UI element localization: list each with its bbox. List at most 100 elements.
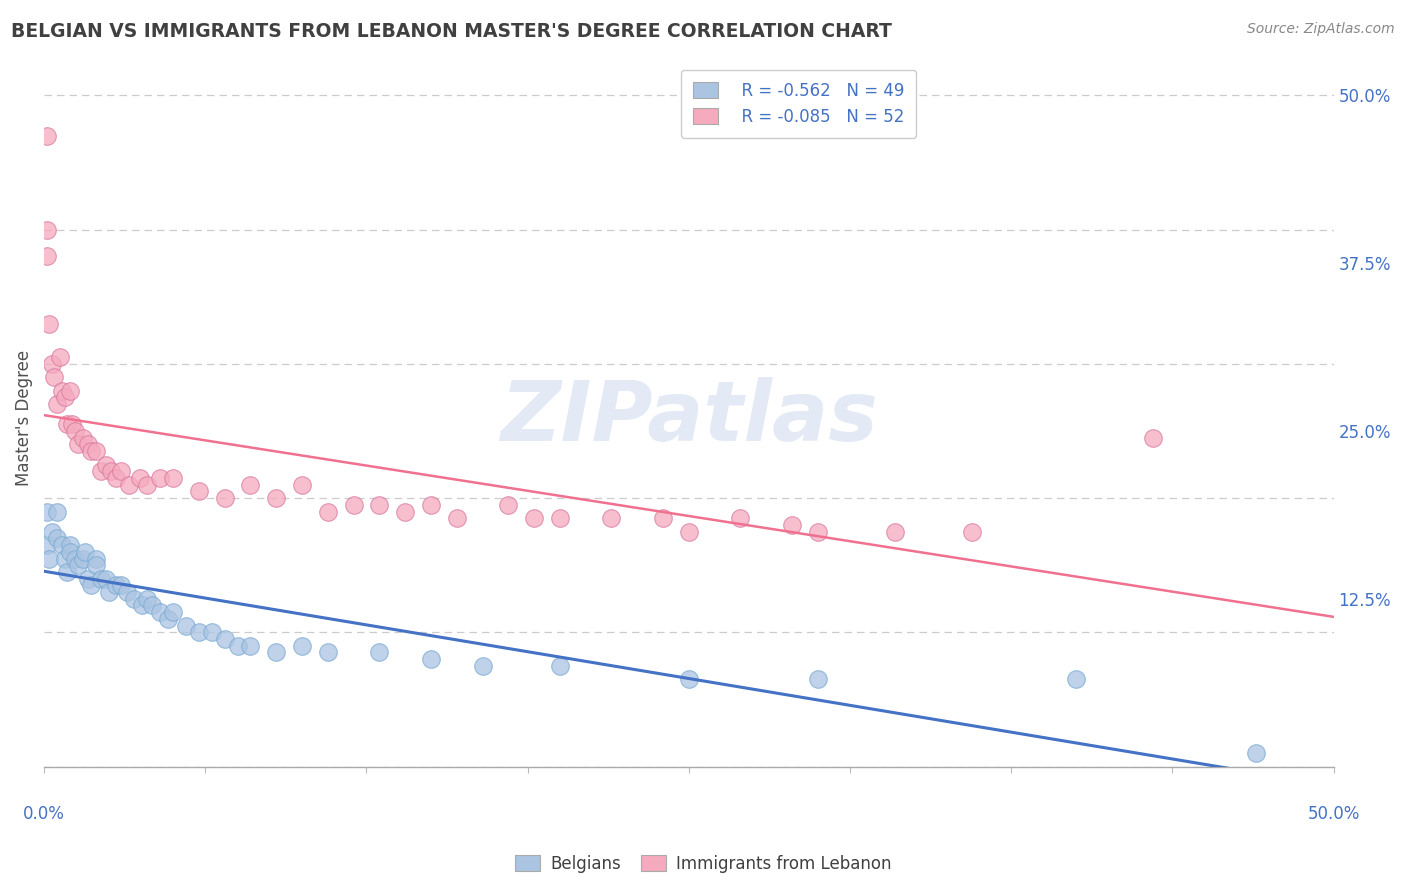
Point [51, 538, 73, 552]
Point [523, 511, 546, 525]
Point [136, 591, 159, 606]
Point [419, 498, 441, 512]
Point [368, 645, 391, 659]
Point [187, 484, 209, 499]
Point [44, 370, 66, 384]
Point [214, 491, 236, 505]
Point [35, 538, 58, 552]
Point [46, 504, 69, 518]
Point [1244, 746, 1267, 760]
Point [118, 477, 141, 491]
Point [97, 585, 120, 599]
Point [780, 518, 803, 533]
Point [77, 437, 100, 451]
Point [75, 545, 97, 559]
Point [56, 417, 79, 432]
Point [316, 645, 339, 659]
Point [730, 511, 752, 525]
Point [678, 524, 700, 539]
Point [63, 551, 86, 566]
Point [548, 511, 571, 525]
Point [84, 551, 107, 566]
Point [35, 504, 58, 518]
Point [77, 572, 100, 586]
Point [38, 551, 60, 566]
Point [124, 591, 146, 606]
Text: BELGIAN VS IMMIGRANTS FROM LEBANON MASTER'S DEGREE CORRELATION CHART: BELGIAN VS IMMIGRANTS FROM LEBANON MASTE… [11, 22, 893, 41]
Text: Source: ZipAtlas.com: Source: ZipAtlas.com [1247, 22, 1395, 37]
Point [63, 424, 86, 438]
Point [174, 618, 197, 632]
Point [141, 599, 163, 613]
Point [419, 652, 441, 666]
Point [149, 471, 172, 485]
Point [35, 128, 58, 143]
Point [226, 639, 249, 653]
Text: 50.0%: 50.0% [1308, 805, 1360, 823]
Point [59, 538, 82, 552]
Point [264, 491, 287, 505]
Legend: Belgians, Immigrants from Lebanon: Belgians, Immigrants from Lebanon [508, 848, 898, 880]
Point [807, 524, 830, 539]
Point [46, 532, 69, 546]
Point [807, 673, 830, 687]
Point [90, 464, 112, 478]
Point [291, 639, 314, 653]
Point [59, 384, 82, 398]
Point [264, 645, 287, 659]
Point [53, 391, 76, 405]
Point [131, 599, 153, 613]
Point [884, 524, 907, 539]
Text: ZIPatlas: ZIPatlas [501, 377, 877, 458]
Point [498, 498, 520, 512]
Point [128, 471, 150, 485]
Point [100, 464, 122, 478]
Point [66, 437, 89, 451]
Text: 0.0%: 0.0% [22, 805, 65, 823]
Point [110, 578, 132, 592]
Point [59, 545, 82, 559]
Point [72, 551, 94, 566]
Legend:   R = -0.562   N = 49,   R = -0.085   N = 52: R = -0.562 N = 49, R = -0.085 N = 52 [681, 70, 915, 137]
Point [446, 511, 468, 525]
Point [115, 585, 138, 599]
Point [79, 444, 101, 458]
Point [35, 222, 58, 236]
Point [53, 551, 76, 566]
Point [41, 357, 63, 371]
Point [46, 397, 69, 411]
Point [90, 572, 112, 586]
Point [94, 458, 117, 472]
Point [394, 504, 416, 518]
Point [187, 625, 209, 640]
Point [66, 558, 89, 573]
Point [214, 632, 236, 646]
Point [678, 673, 700, 687]
Point [35, 250, 58, 264]
Point [548, 659, 571, 673]
Point [162, 471, 184, 485]
Point [1142, 431, 1164, 445]
Point [84, 558, 107, 573]
Point [72, 431, 94, 445]
Point [1064, 673, 1087, 687]
Point [38, 317, 60, 331]
Point [239, 477, 262, 491]
Point [84, 444, 107, 458]
Point [368, 498, 391, 512]
Point [41, 524, 63, 539]
Point [471, 659, 494, 673]
Point [56, 565, 79, 579]
Point [149, 605, 172, 619]
Point [316, 504, 339, 518]
Point [105, 578, 128, 592]
Point [94, 572, 117, 586]
Point [652, 511, 675, 525]
Point [156, 612, 179, 626]
Point [201, 625, 224, 640]
Point [600, 511, 623, 525]
Point [239, 639, 262, 653]
Point [51, 384, 73, 398]
Point [136, 477, 159, 491]
Point [105, 471, 128, 485]
